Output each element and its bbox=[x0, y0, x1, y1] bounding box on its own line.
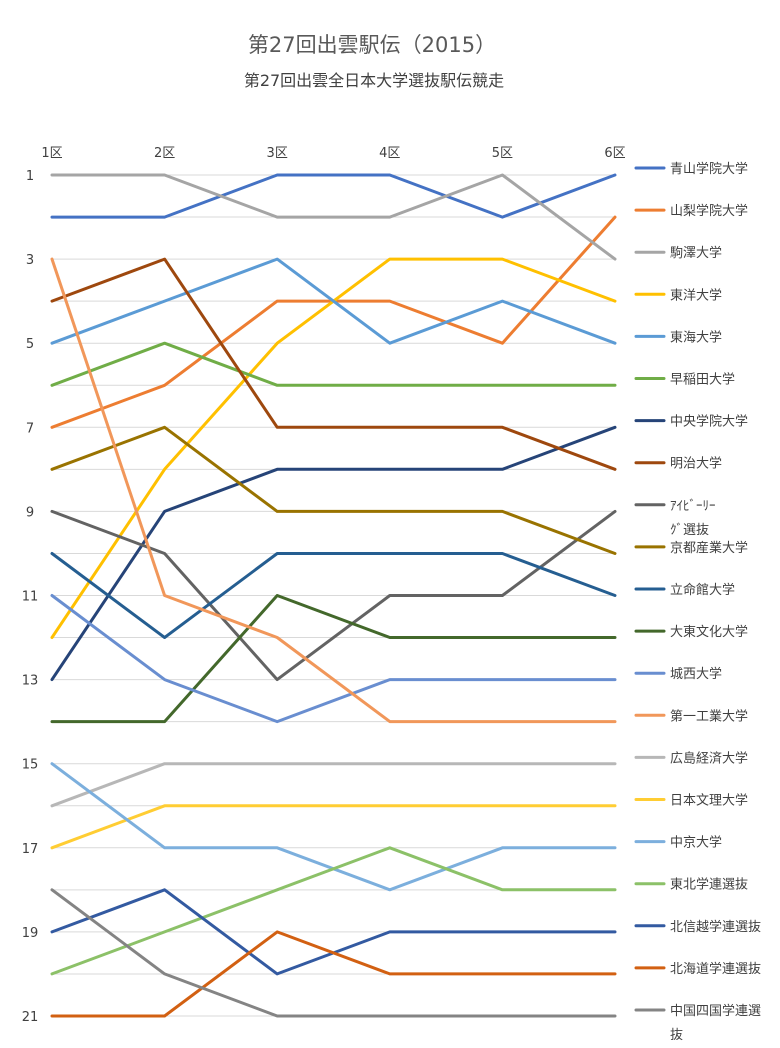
x-tick-label: 6区 bbox=[604, 146, 625, 161]
series-line bbox=[50, 762, 617, 892]
series-line bbox=[50, 173, 617, 261]
legend-label: 大東文化大学 bbox=[670, 624, 748, 640]
legend-label: 中央学院大学 bbox=[670, 414, 748, 430]
series-line bbox=[50, 215, 617, 429]
series-line bbox=[50, 930, 617, 1018]
legend-label: 第一工業大学 bbox=[670, 708, 748, 724]
y-tick-label: 1 bbox=[26, 169, 34, 184]
legend-label: 東海大学 bbox=[670, 329, 722, 345]
series-line bbox=[50, 173, 617, 219]
series-line bbox=[50, 846, 617, 976]
legend-label-line: 中国四国学連選 bbox=[670, 1003, 761, 1019]
legend-label: ｱｲﾋﾞｰﾘｰ ｸﾞ選抜 bbox=[670, 499, 716, 538]
x-tick-label: 4区 bbox=[379, 146, 400, 161]
series-line bbox=[50, 804, 617, 850]
y-tick-label: 13 bbox=[22, 674, 39, 689]
legend-label: 東洋大学 bbox=[670, 287, 722, 303]
legend-label-line: 抜 bbox=[670, 1027, 683, 1043]
y-tick-label: 17 bbox=[22, 842, 39, 857]
legend-label: 駒澤大学 bbox=[670, 245, 722, 261]
series-line bbox=[50, 257, 617, 724]
chart-title: 第27回出雲駅伝（2015） bbox=[248, 33, 496, 57]
x-tick-label: 5区 bbox=[492, 146, 513, 161]
series-line bbox=[50, 425, 617, 555]
series-line bbox=[50, 257, 617, 345]
series-line bbox=[50, 552, 617, 639]
series-layer bbox=[50, 173, 617, 1018]
series-line bbox=[50, 888, 617, 1018]
legend-label: 京都産業大学 bbox=[670, 540, 748, 556]
legend-label: 東北学連選抜 bbox=[670, 877, 748, 893]
legend-label: 中国四国学連選抜 bbox=[670, 1003, 761, 1043]
x-tick-label: 1区 bbox=[41, 146, 62, 161]
series-line bbox=[50, 594, 617, 724]
y-tick-label: 3 bbox=[26, 253, 34, 268]
x-axis-labels: 1区 2区 3区 4区 5区 6区 bbox=[41, 146, 625, 161]
y-tick-label: 21 bbox=[22, 1010, 39, 1025]
series-line bbox=[50, 257, 617, 471]
legend-label: 立命館大学 bbox=[670, 582, 735, 598]
legend-label-line: ｸﾞ選抜 bbox=[670, 522, 709, 538]
series-line bbox=[50, 341, 617, 387]
legend-label: 青山学院大学 bbox=[670, 161, 748, 177]
series-line bbox=[50, 594, 617, 724]
legend-label: 広島経済大学 bbox=[670, 750, 748, 766]
legend-label: 山梨学院大学 bbox=[670, 203, 748, 219]
legend-label: 中京大学 bbox=[670, 835, 722, 851]
y-tick-label: 15 bbox=[22, 758, 39, 773]
legend-label: 早稲田大学 bbox=[670, 372, 735, 388]
x-tick-label: 2区 bbox=[154, 146, 175, 161]
chart-subtitle: 第27回出雲全日本大学選抜駅伝競走 bbox=[244, 71, 504, 90]
y-tick-label: 9 bbox=[26, 505, 34, 520]
x-tick-label: 3区 bbox=[267, 146, 288, 161]
legend-label: 北海道学連選抜 bbox=[670, 961, 761, 977]
y-tick-label: 11 bbox=[22, 590, 39, 605]
legend-label: 明治大学 bbox=[670, 456, 722, 472]
series-line bbox=[50, 257, 617, 639]
legend-label-line: ｱｲﾋﾞｰﾘｰ bbox=[670, 499, 716, 514]
y-tick-label: 5 bbox=[26, 337, 34, 352]
legend-label: 日本文理大学 bbox=[670, 793, 748, 809]
legend-label: 城西大学 bbox=[670, 666, 722, 682]
legend-label: 北信越学連選抜 bbox=[670, 919, 761, 935]
y-tick-label: 7 bbox=[26, 421, 34, 436]
y-tick-label: 19 bbox=[22, 926, 39, 941]
series-line bbox=[50, 509, 617, 682]
series-line bbox=[50, 762, 617, 808]
